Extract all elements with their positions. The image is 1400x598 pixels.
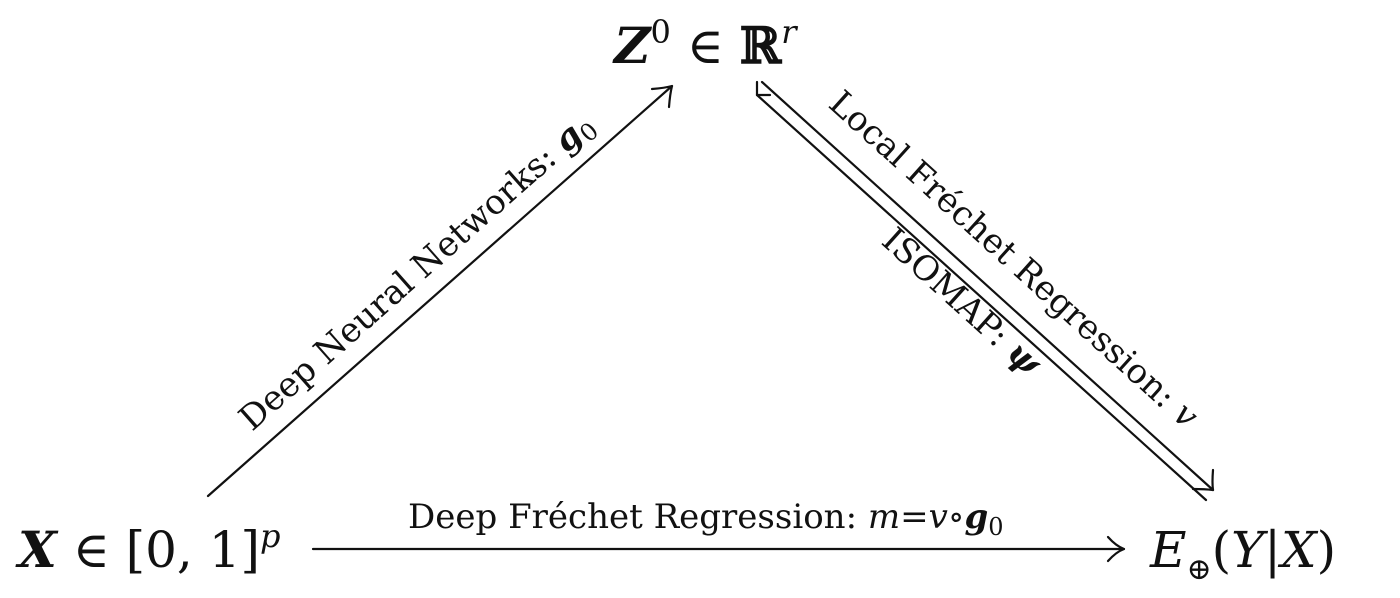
label-dnn-text: Deep Neural Networks: (231, 131, 572, 439)
node-expectation-operator: E (1149, 521, 1187, 579)
edge-lfr-arrowhead (1191, 468, 1215, 492)
label-deep-neural-networks: Deep Neural Networks: g0 (231, 105, 604, 442)
svg-text:E⊕(Y|X): E⊕(Y|X) (1149, 521, 1336, 587)
node-conditioning-bar: | (1264, 521, 1281, 579)
label-dfr-m: m (868, 497, 900, 537)
node-paren-open: ( (1212, 521, 1232, 579)
label-dfr-text: Deep Fréchet Regression: (408, 497, 868, 537)
edge-deep-frechet-regression (311, 535, 1126, 563)
node-latent-var: Z (612, 16, 653, 75)
label-dfr-subscript: 0 (988, 513, 1003, 541)
edge-local-frechet-regression (760, 80, 1215, 492)
node-input-dimension: p (260, 517, 280, 555)
node-latent-space: Z0 ∈ ℝr (612, 13, 798, 75)
label-dfr-compose: ∘ (948, 497, 965, 537)
node-response-var: Y (1231, 521, 1268, 579)
node-predictor-var: X (1277, 521, 1319, 579)
node-latent-dimension: r (781, 13, 798, 51)
node-input-relation: ∈ (57, 521, 126, 579)
label-lfr-text: Local Fréchet Regression: (821, 83, 1192, 424)
node-latent-relation: ∈ (671, 17, 740, 75)
edge-isomap-line (755, 93, 1208, 502)
node-latent-set: ℝ (740, 16, 783, 75)
node-conditional-mean: E⊕(Y|X) (1149, 521, 1336, 587)
node-paren-close: ) (1317, 521, 1337, 579)
edge-isomap-arrowhead (755, 80, 772, 97)
svg-text:Z0 ∈ ℝr: Z0 ∈ ℝr (612, 13, 798, 75)
label-dfr-v: v (929, 497, 948, 537)
label-dfr-g: g (964, 497, 988, 537)
edge-dnn-arrowhead (650, 84, 674, 109)
label-dfr-equals: = (900, 497, 929, 537)
node-input-space: X ∈ [0, 1]p (15, 517, 281, 579)
label-local-frechet-regression: Local Fréchet Regression: v (821, 83, 1206, 437)
node-latent-superscript: 0 (651, 13, 671, 51)
edge-isomap (755, 80, 1208, 502)
node-input-set: [0, 1] (126, 521, 260, 579)
edge-dnn-line (206, 84, 674, 498)
node-input-var: X (15, 520, 59, 579)
edge-deep-neural-networks (206, 84, 674, 498)
label-deep-frechet-regression: Deep Fréchet Regression: m=v∘g0 (408, 497, 1004, 541)
edge-lfr-line (760, 80, 1215, 492)
edge-dfr-arrowhead (1106, 535, 1126, 563)
node-expectation-subscript: ⊕ (1187, 552, 1212, 587)
svg-text:X ∈ [0, 1]p: X ∈ [0, 1]p (15, 517, 281, 579)
